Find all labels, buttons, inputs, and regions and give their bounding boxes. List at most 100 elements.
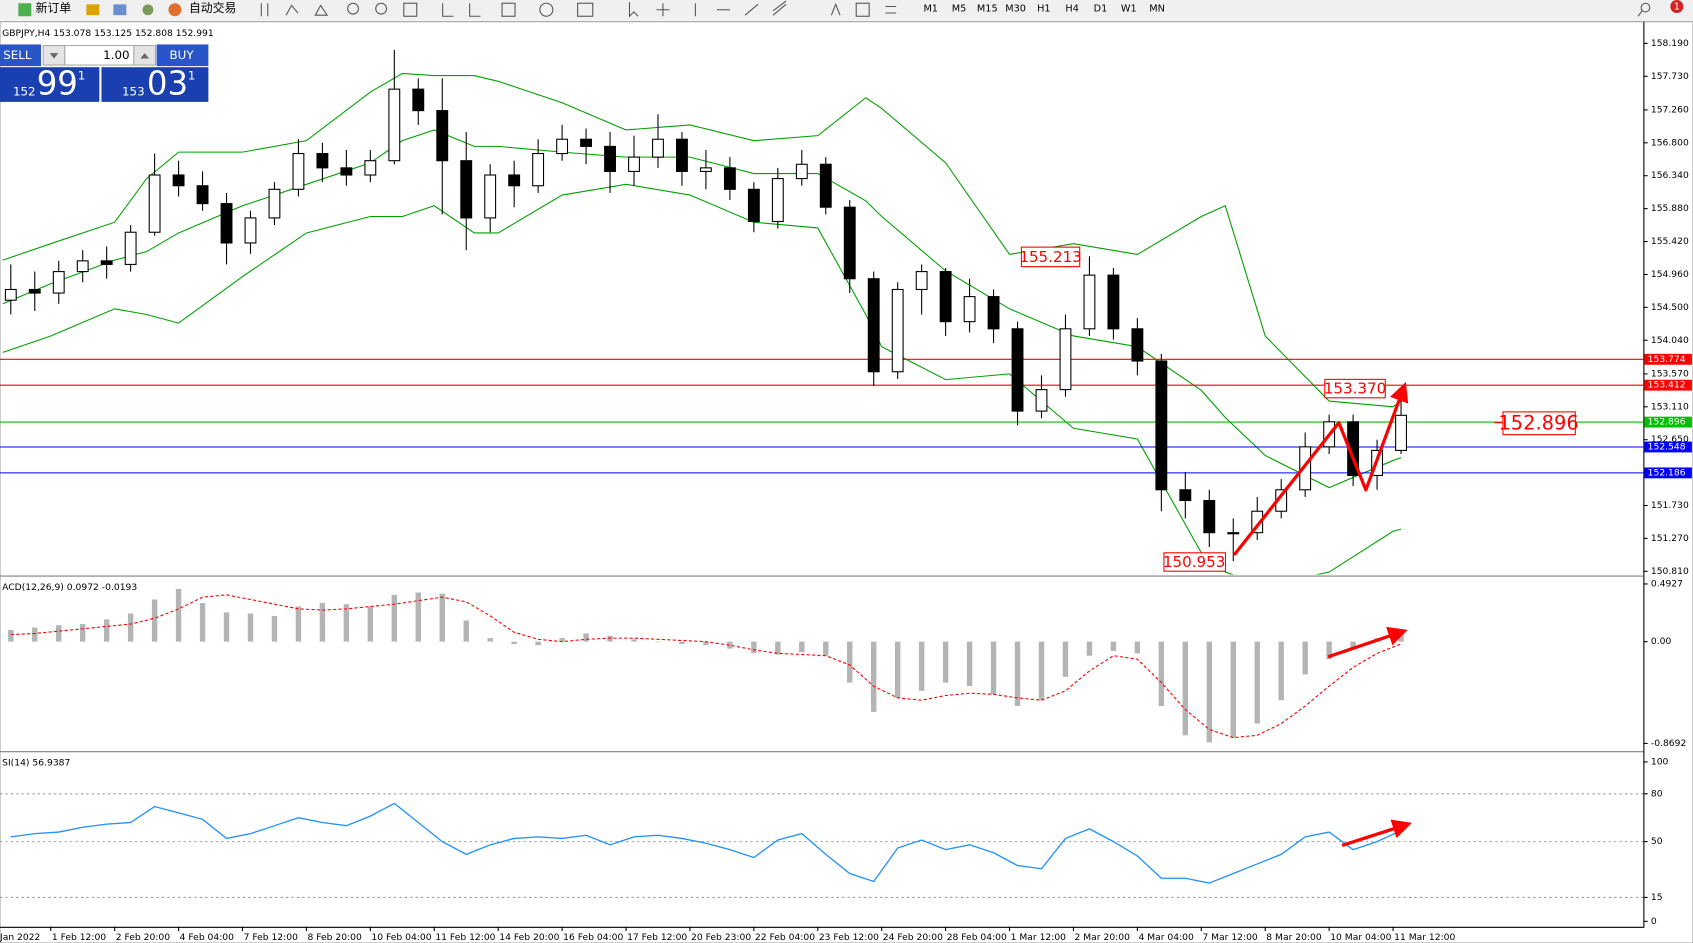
timeframe-button[interactable]: H4: [1065, 4, 1078, 15]
trendline[interactable]: [744, 3, 759, 16]
price-line-label-box: [1644, 379, 1692, 391]
candle-body: [1227, 532, 1240, 535]
search[interactable]: [1637, 10, 1643, 17]
histogram-bar: [727, 641, 733, 649]
y-tick-label: 155.420: [1651, 236, 1689, 247]
histogram-bar: [80, 624, 86, 642]
zoom-in[interactable]: [347, 2, 360, 15]
text-tool[interactable]: [830, 2, 841, 16]
timeframe-button[interactable]: W1: [1121, 4, 1137, 15]
candle-body: [843, 206, 856, 280]
x-tick-label: 10 Feb 04:00: [371, 932, 431, 943]
arrow-tool[interactable]: [885, 5, 897, 14]
tool-icon[interactable]: [501, 2, 516, 17]
auto-trading-icon[interactable]: [168, 3, 182, 17]
tool-icon[interactable]: [314, 4, 329, 16]
timeframe-button[interactable]: M15: [977, 4, 998, 15]
notification-badge[interactable]: [1670, 0, 1684, 14]
channel[interactable]: [772, 0, 787, 16]
tool-icon[interactable]: [403, 2, 418, 17]
candle-body: [484, 174, 497, 219]
histogram-bar: [343, 604, 350, 642]
rsi-pane: [0, 793, 1644, 898]
candle-body: [316, 153, 329, 169]
candle-body: [987, 296, 1000, 330]
new-order[interactable]: 新订单: [36, 1, 72, 15]
tool-icon[interactable]: [285, 4, 299, 16]
candle-body: [795, 163, 808, 180]
timeframe-button[interactable]: M1: [923, 4, 938, 15]
histogram-bar: [847, 641, 853, 683]
one-click-panel: SELL 1.00 BUY 152 99 1 153 03 1: [0, 44, 209, 103]
arrow: [1327, 626, 1408, 659]
price-line-label-box: [1644, 416, 1692, 428]
tool-icon[interactable]: [260, 3, 269, 17]
tool-icon[interactable]: [469, 3, 481, 17]
sell-price-box[interactable]: [0, 67, 100, 102]
histogram-bar: [1326, 641, 1332, 660]
candle-body: [723, 167, 736, 190]
price-line-label-box: [1644, 467, 1692, 479]
tool-icon[interactable]: [142, 4, 154, 16]
crosshair[interactable]: [656, 3, 670, 17]
annotation: 155.213: [1019, 248, 1081, 266]
tool-icon[interactable]: [577, 2, 594, 17]
timeframe-button[interactable]: M30: [1005, 4, 1026, 15]
buy-button[interactable]: [156, 44, 209, 67]
histogram-bar: [463, 620, 469, 642]
cursor[interactable]: [628, 2, 639, 18]
histogram-bar: [1278, 641, 1284, 701]
tool-icon[interactable]: [539, 2, 554, 17]
tool-icon[interactable]: [113, 4, 127, 16]
histogram-bar: [487, 638, 493, 642]
histogram-bar: [1110, 641, 1117, 652]
x-tick-label: 11 Mar 12:00: [1394, 932, 1455, 943]
histogram-bar: [199, 603, 206, 642]
candle-body: [508, 174, 521, 187]
zoom-out[interactable]: [375, 2, 388, 15]
label-tool[interactable]: [855, 2, 870, 17]
histogram-bar: [8, 629, 14, 642]
price-line-label: 153.774: [1648, 354, 1686, 365]
timeframe-button[interactable]: MN: [1149, 4, 1165, 15]
tool-icon[interactable]: [442, 3, 454, 17]
y-tick-label: 150.810: [1651, 566, 1689, 577]
sell-price-big: 152: [13, 85, 36, 99]
x-tick-label: 10 Mar 04:00: [1330, 932, 1391, 943]
annotation-box: [1324, 378, 1386, 399]
candle-body: [244, 217, 257, 244]
y-tick-label: 156.800: [1651, 137, 1689, 148]
histogram-bar: [655, 641, 661, 643]
rsi-line: [10, 802, 1402, 884]
histogram-bar: [535, 641, 541, 646]
y-tick-label: 0.4927: [1651, 578, 1683, 589]
y-tick-label: 156.340: [1651, 170, 1689, 181]
auto-trading[interactable]: 自动交易: [189, 1, 236, 15]
histogram-bar: [1014, 641, 1021, 707]
histogram-bar: [607, 635, 613, 642]
candle-body: [100, 260, 113, 265]
timeframe-button[interactable]: H1: [1037, 4, 1050, 15]
notification-count: 1: [1674, 1, 1680, 12]
histogram-bar: [247, 613, 254, 642]
candle-body: [4, 288, 17, 301]
candle-body: [1395, 414, 1407, 451]
new-order-icon[interactable]: [18, 3, 32, 17]
y-tick-label: 154.960: [1651, 269, 1689, 280]
histogram-bar: [894, 641, 901, 698]
x-tick-label: 7 Feb 12:00: [244, 932, 298, 943]
search[interactable]: [1640, 2, 1651, 13]
histogram-bar: [223, 612, 230, 642]
sell-button[interactable]: [0, 44, 42, 67]
tool-icon[interactable]: [86, 4, 100, 16]
timeframe-button[interactable]: M5: [952, 4, 967, 15]
buy-price-box[interactable]: [101, 67, 209, 102]
histogram-bar: [439, 593, 445, 642]
annotation-box: [1163, 552, 1227, 572]
histogram-bar: [871, 641, 877, 712]
histogram-bar: [1062, 641, 1069, 677]
timeframe-button[interactable]: D1: [1094, 4, 1108, 15]
y-tick-label: 80: [1651, 788, 1663, 799]
y-tick-label: 153.570: [1651, 368, 1689, 379]
